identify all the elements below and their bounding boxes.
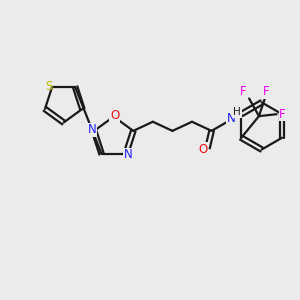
Text: F: F (240, 85, 247, 98)
Text: S: S (46, 80, 53, 92)
Text: N: N (123, 148, 132, 161)
Text: N: N (227, 112, 236, 124)
Text: F: F (262, 85, 269, 98)
Text: H: H (233, 107, 241, 117)
Text: O: O (198, 143, 207, 156)
Text: F: F (279, 108, 286, 121)
Text: O: O (110, 109, 119, 122)
Text: N: N (88, 123, 97, 136)
